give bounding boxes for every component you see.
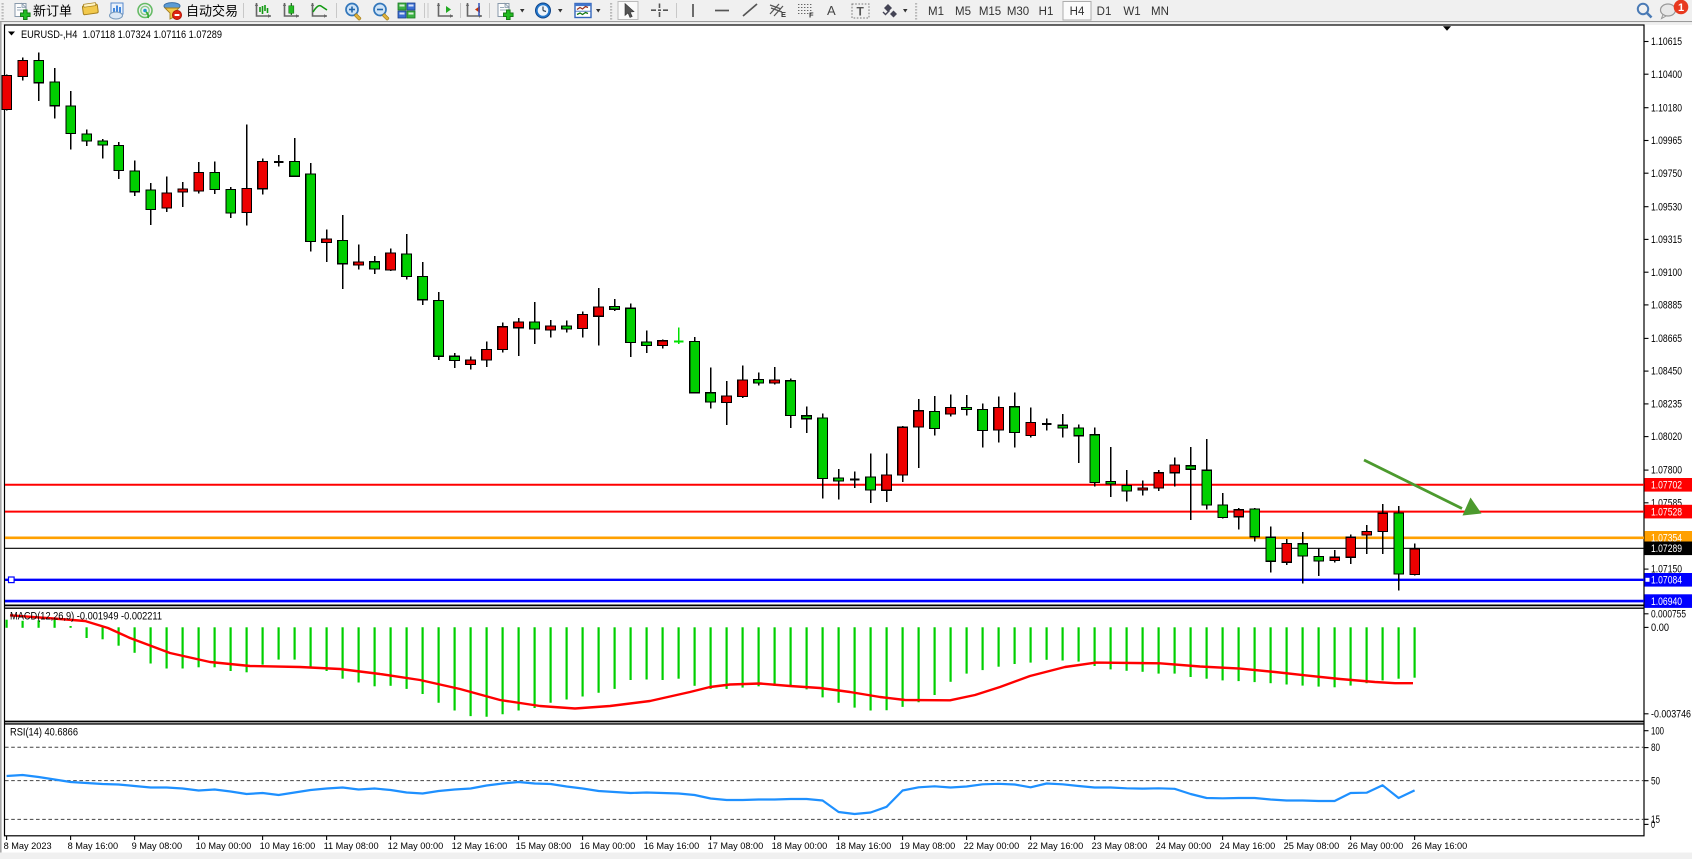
svg-text:18 May 00:00: 18 May 00:00 bbox=[772, 841, 828, 851]
svg-text:W1: W1 bbox=[1123, 6, 1140, 18]
svg-text:11 May 08:00: 11 May 08:00 bbox=[324, 841, 379, 851]
svg-text:-0.003746: -0.003746 bbox=[1651, 708, 1691, 720]
svg-text:1.08235: 1.08235 bbox=[1651, 399, 1682, 411]
svg-text:1.06940: 1.06940 bbox=[1651, 596, 1682, 608]
svg-text:0.000755: 0.000755 bbox=[1651, 608, 1686, 620]
svg-text:MN: MN bbox=[1151, 6, 1169, 18]
svg-text:1.08020: 1.08020 bbox=[1651, 431, 1682, 443]
svg-text:F: F bbox=[809, 11, 814, 20]
svg-text:1.09750: 1.09750 bbox=[1651, 168, 1682, 180]
svg-text:1.07528: 1.07528 bbox=[1651, 506, 1682, 518]
svg-text:M5: M5 bbox=[955, 6, 971, 18]
svg-text:1.09100: 1.09100 bbox=[1651, 267, 1682, 279]
svg-text:H1: H1 bbox=[1039, 6, 1054, 18]
svg-text:18 May 16:00: 18 May 16:00 bbox=[836, 841, 892, 851]
svg-text:10 May 00:00: 10 May 00:00 bbox=[196, 841, 252, 851]
svg-text:22 May 00:00: 22 May 00:00 bbox=[964, 841, 1020, 851]
svg-text:15: 15 bbox=[1651, 814, 1660, 826]
svg-text:1.09315: 1.09315 bbox=[1651, 234, 1682, 246]
svg-text:A: A bbox=[827, 3, 836, 18]
svg-text:T: T bbox=[857, 5, 865, 19]
svg-text:M30: M30 bbox=[1007, 6, 1029, 18]
svg-text:1.07702: 1.07702 bbox=[1651, 480, 1682, 492]
svg-text:50: 50 bbox=[1651, 775, 1660, 787]
svg-text:16 May 16:00: 16 May 16:00 bbox=[644, 841, 700, 851]
svg-text:1.09530: 1.09530 bbox=[1651, 201, 1682, 213]
svg-text:M1: M1 bbox=[928, 6, 944, 18]
svg-text:26 May 00:00: 26 May 00:00 bbox=[1348, 841, 1404, 851]
svg-text:M15: M15 bbox=[979, 6, 1001, 18]
svg-text:1.07084: 1.07084 bbox=[1651, 575, 1682, 587]
svg-text:19 May 08:00: 19 May 08:00 bbox=[900, 841, 956, 851]
svg-text:1.08885: 1.08885 bbox=[1651, 300, 1682, 312]
svg-text:15 May 08:00: 15 May 08:00 bbox=[516, 841, 572, 851]
svg-text:新订单: 新订单 bbox=[33, 4, 72, 19]
svg-text:24 May 16:00: 24 May 16:00 bbox=[1220, 841, 1276, 851]
svg-text:12 May 00:00: 12 May 00:00 bbox=[388, 841, 444, 851]
svg-text:EURUSD-,H4 1.07118 1.07324 1.: EURUSD-,H4 1.07118 1.07324 1.07116 1.072… bbox=[21, 29, 222, 41]
svg-text:1.08665: 1.08665 bbox=[1651, 333, 1682, 345]
svg-text:0: 0 bbox=[1651, 819, 1655, 831]
svg-text:22 May 16:00: 22 May 16:00 bbox=[1028, 841, 1084, 851]
svg-text:8 May 16:00: 8 May 16:00 bbox=[68, 841, 119, 851]
svg-text:25 May 08:00: 25 May 08:00 bbox=[1284, 841, 1340, 851]
svg-text:1.09965: 1.09965 bbox=[1651, 135, 1682, 147]
svg-text:RSI(14) 40.6866: RSI(14) 40.6866 bbox=[10, 726, 78, 738]
svg-text:9 May 08:00: 9 May 08:00 bbox=[132, 841, 183, 851]
svg-text:1.10180: 1.10180 bbox=[1651, 102, 1682, 114]
svg-text:MACD(12,26,9) -0.001949 -0.002: MACD(12,26,9) -0.001949 -0.002211 bbox=[10, 610, 162, 622]
svg-text:E: E bbox=[781, 10, 786, 19]
svg-text:1: 1 bbox=[1678, 2, 1684, 14]
svg-text:1.07150: 1.07150 bbox=[1651, 564, 1682, 576]
svg-text:24 May 00:00: 24 May 00:00 bbox=[1156, 841, 1212, 851]
svg-text:1.08450: 1.08450 bbox=[1651, 366, 1682, 378]
svg-text:1.10615: 1.10615 bbox=[1651, 36, 1682, 48]
svg-text:1.07800: 1.07800 bbox=[1651, 465, 1682, 477]
svg-text:1.07289: 1.07289 bbox=[1651, 543, 1682, 555]
svg-text:1.10400: 1.10400 bbox=[1651, 69, 1682, 81]
svg-text:80: 80 bbox=[1651, 742, 1660, 754]
svg-text:26 May 16:00: 26 May 16:00 bbox=[1412, 841, 1468, 851]
svg-text:0.00: 0.00 bbox=[1651, 622, 1669, 634]
svg-text:8 May 2023: 8 May 2023 bbox=[4, 841, 52, 851]
svg-text:H4: H4 bbox=[1070, 6, 1085, 18]
svg-text:10 May 16:00: 10 May 16:00 bbox=[260, 841, 316, 851]
svg-text:100: 100 bbox=[1651, 725, 1664, 737]
svg-text:D1: D1 bbox=[1097, 6, 1112, 18]
svg-text:16 May 00:00: 16 May 00:00 bbox=[580, 841, 636, 851]
svg-text:12 May 16:00: 12 May 16:00 bbox=[452, 841, 508, 851]
svg-text:17 May 08:00: 17 May 08:00 bbox=[708, 841, 764, 851]
svg-text:自动交易: 自动交易 bbox=[186, 4, 238, 19]
svg-text:23 May 08:00: 23 May 08:00 bbox=[1092, 841, 1148, 851]
